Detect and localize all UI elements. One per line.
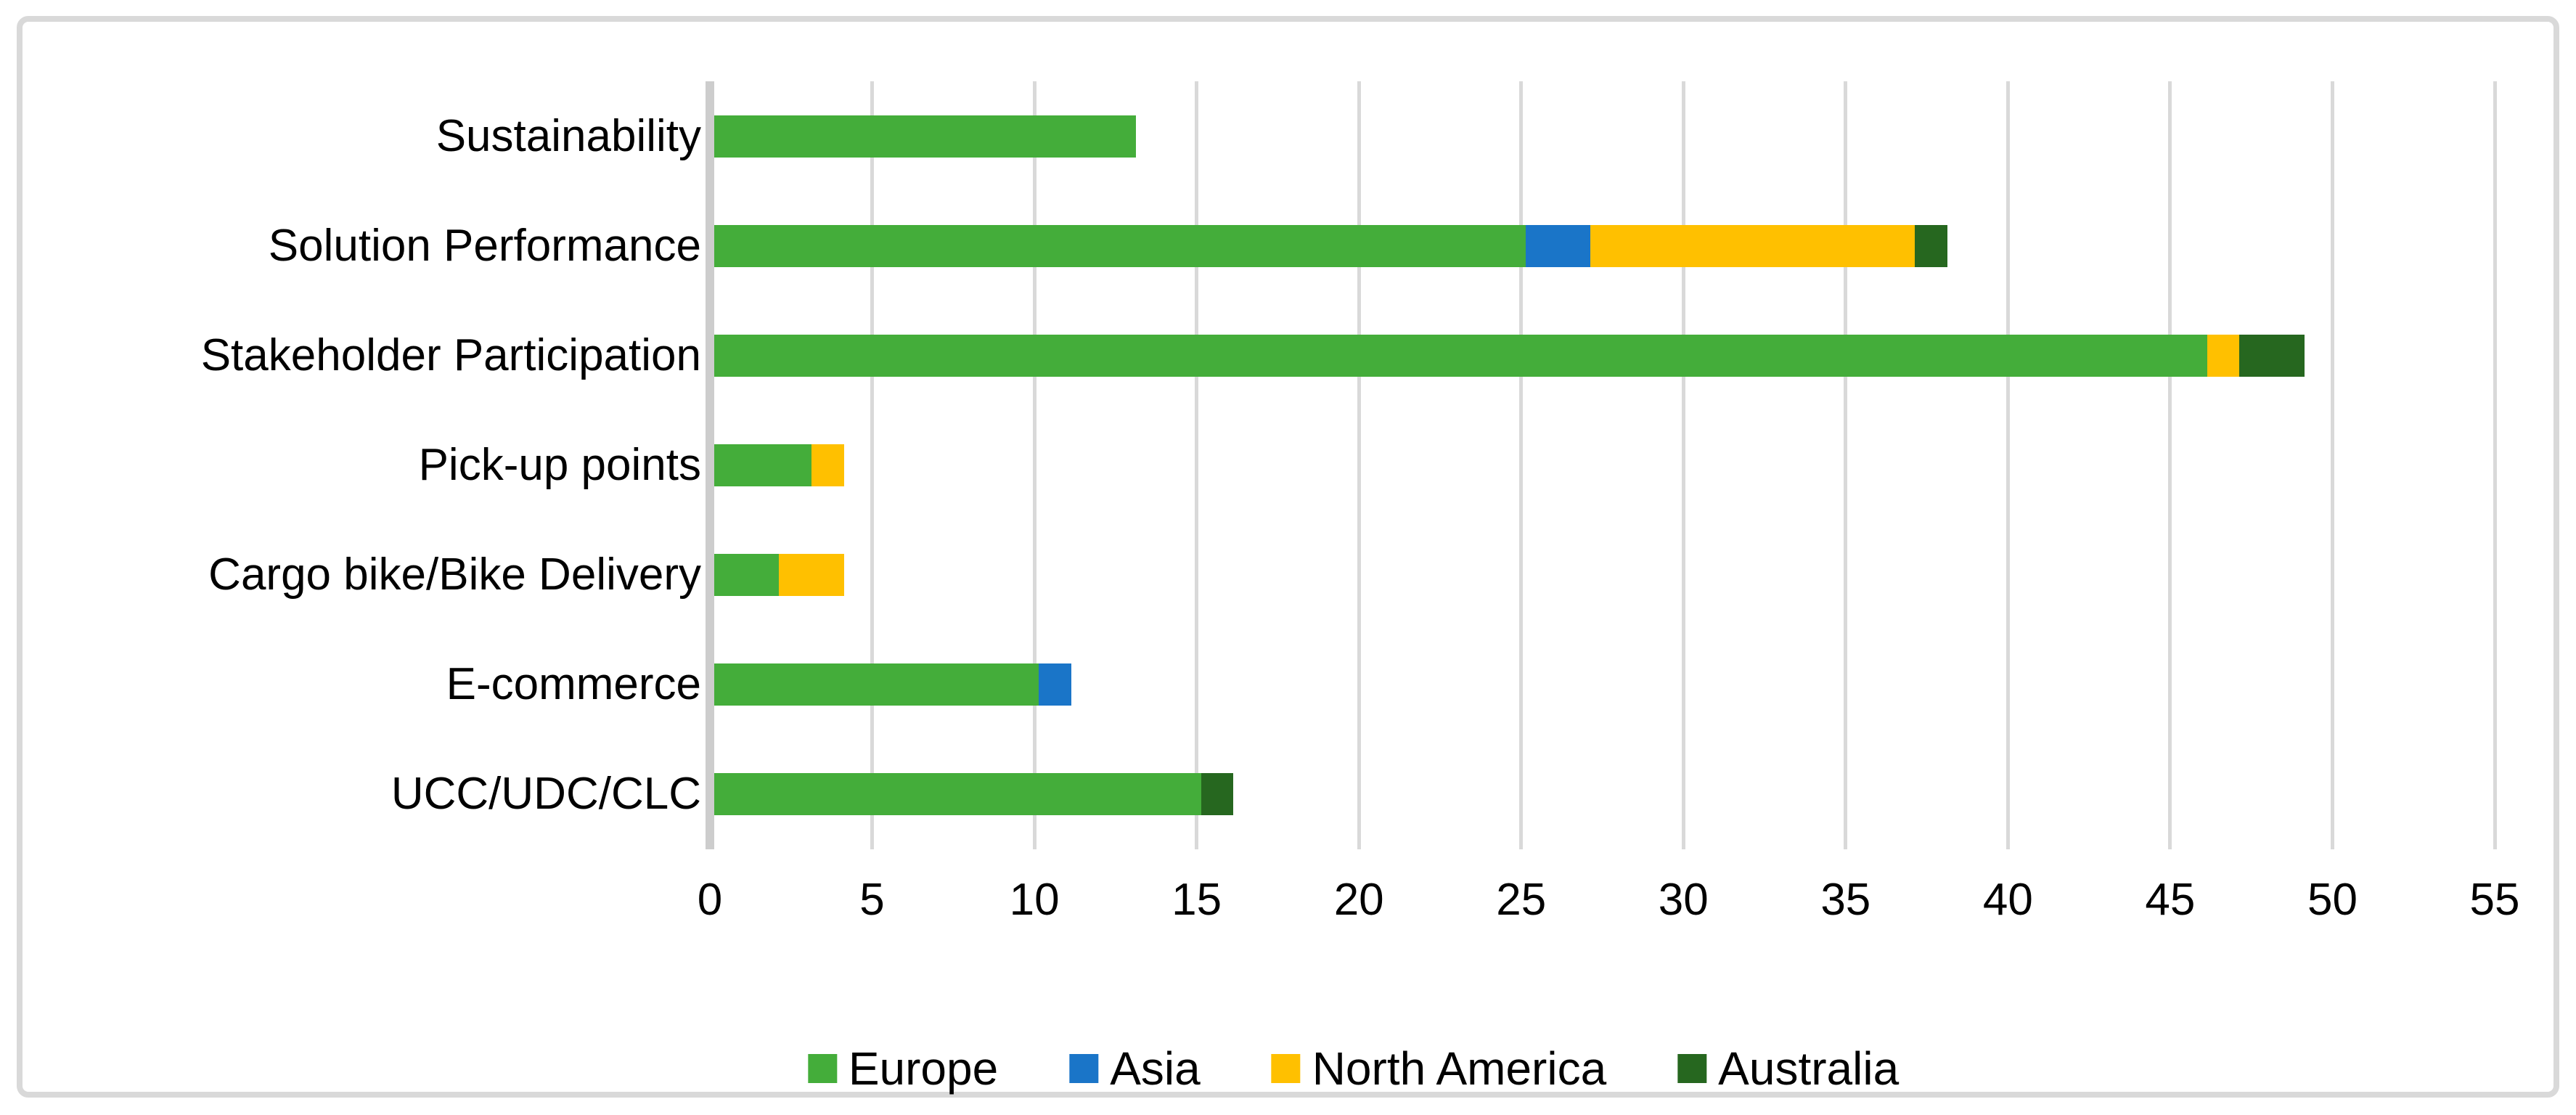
legend-swatch-icon: [1069, 1054, 1099, 1083]
bar-segment-north-america: [1590, 224, 1915, 267]
bar-segment-north-america: [779, 554, 844, 597]
bar-segment-asia: [1039, 663, 1071, 706]
x-tick-label: 40: [1982, 875, 2033, 925]
bar-row: [714, 773, 1234, 816]
legend-swatch-icon: [1271, 1054, 1301, 1083]
gridline: [1844, 81, 1848, 849]
legend-item-australia: Australia: [1677, 1042, 1899, 1095]
bar-segment-europe: [714, 334, 2207, 377]
legend-item-asia: Asia: [1069, 1042, 1201, 1095]
gridline: [2005, 81, 2010, 849]
x-tick-label: 55: [2469, 875, 2520, 925]
gridline: [870, 81, 875, 849]
x-tick-label: 50: [2307, 875, 2358, 925]
bar-row: [714, 115, 1137, 158]
x-tick-label: 30: [1658, 875, 1709, 925]
gridline: [1519, 81, 1524, 849]
legend-item-north-america: North America: [1271, 1042, 1607, 1095]
chart-frame: Sustainability Solution Performance Stakeh…: [17, 16, 2559, 1098]
x-tick-label: 15: [1172, 875, 1222, 925]
x-tick-label: 5: [859, 875, 885, 925]
bar-segment-europe: [714, 554, 780, 597]
x-tick-label: 45: [2145, 875, 2196, 925]
category-label: Sustainability: [436, 110, 701, 161]
x-tick-label: 35: [1820, 875, 1871, 925]
legend-label: North America: [1312, 1042, 1607, 1095]
bar-row: [714, 554, 844, 597]
category-label: E-commerce: [446, 659, 701, 710]
gridline: [1032, 81, 1036, 849]
bar-row: [714, 663, 1071, 706]
bar-segment-australia: [1915, 224, 1947, 267]
category-label: UCC/UDC/CLC: [391, 769, 701, 820]
category-label: Solution Performance: [268, 220, 701, 271]
legend-label: Asia: [1110, 1042, 1201, 1095]
bar-segment-north-america: [811, 444, 844, 486]
category-label: Stakeholder Participation: [200, 330, 701, 380]
legend-label: Australia: [1718, 1042, 1900, 1095]
bar-row: [714, 224, 1947, 267]
category-label: Cargo bike/Bike Delivery: [208, 550, 701, 600]
legend-label: Europe: [848, 1042, 999, 1095]
bar-row: [714, 334, 2305, 377]
category-label: Pick-up points: [418, 440, 701, 490]
bar-segment-north-america: [2207, 334, 2240, 377]
y-axis-line: [706, 81, 714, 849]
legend: Europe Asia North America Australia: [807, 1042, 1899, 1095]
bar-row: [714, 444, 844, 486]
legend-swatch-icon: [1677, 1054, 1707, 1083]
gridline: [1681, 81, 1685, 849]
bar-segment-australia: [1201, 773, 1234, 816]
gridline: [2330, 81, 2334, 849]
x-tick-label: 0: [697, 875, 723, 925]
x-tick-label: 20: [1333, 875, 1384, 925]
bar-segment-asia: [1525, 224, 1591, 267]
bar-segment-australia: [2239, 334, 2305, 377]
gridline: [1357, 81, 1361, 849]
bar-segment-europe: [714, 773, 1201, 816]
gridline: [2168, 81, 2172, 849]
bar-segment-europe: [714, 663, 1039, 706]
bar-segment-europe: [714, 444, 812, 486]
x-tick-label: 25: [1496, 875, 1547, 925]
gridline: [1195, 81, 1199, 849]
gridline: [2493, 81, 2497, 849]
x-tick-label: 10: [1009, 875, 1060, 925]
bar-segment-europe: [714, 224, 1526, 267]
legend-item-europe: Europe: [807, 1042, 999, 1095]
bar-segment-europe: [714, 115, 1137, 158]
legend-swatch-icon: [807, 1054, 837, 1083]
